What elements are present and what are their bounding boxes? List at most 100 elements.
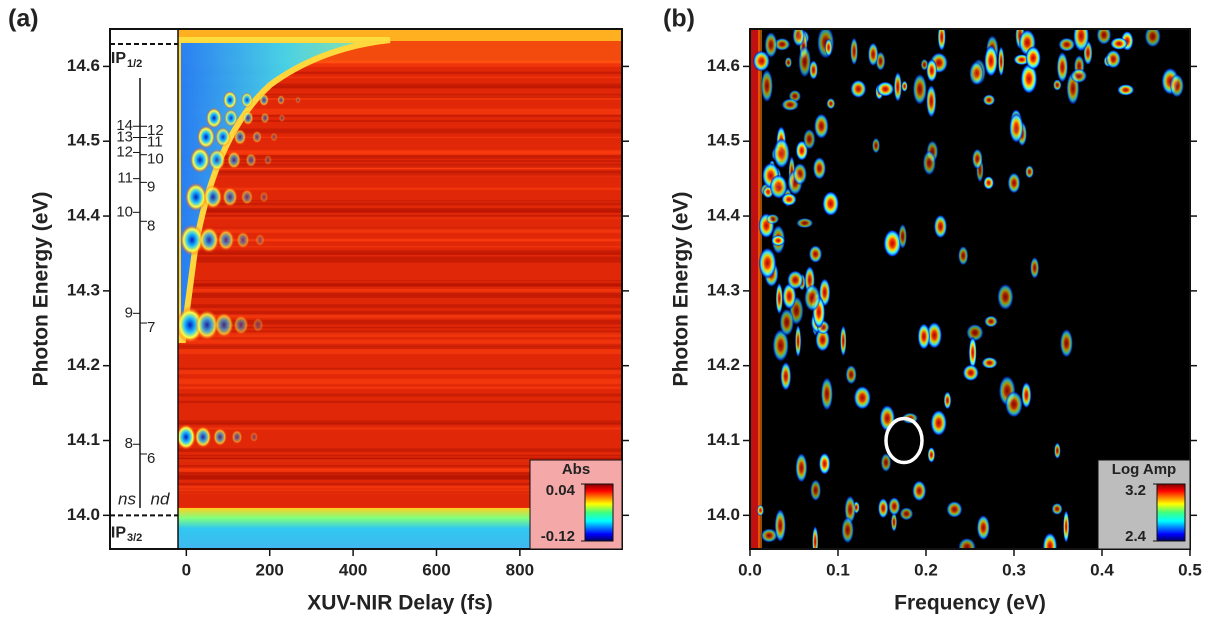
texture: [758, 247, 777, 279]
texture: [976, 514, 990, 541]
y-tick-label: 14.5: [67, 131, 100, 150]
texture: [981, 357, 998, 369]
texture: [1105, 49, 1121, 69]
texture: [178, 420, 622, 425]
x-axis-label: Frequency (eV): [894, 592, 1046, 615]
texture: [1117, 84, 1135, 96]
texture: [178, 507, 622, 509]
texture: [178, 350, 622, 355]
texture: [771, 235, 786, 246]
level-label: 9: [147, 178, 155, 195]
texture: [178, 250, 622, 254]
texture: [178, 108, 622, 111]
texture: [933, 214, 948, 239]
texture: [899, 507, 914, 521]
texture: [898, 223, 907, 250]
texture: [264, 154, 272, 166]
x-tick-label: 800: [506, 560, 534, 579]
texture: [890, 512, 898, 532]
texture: [784, 56, 792, 69]
texture: [795, 324, 802, 358]
texture: [983, 176, 994, 190]
texture: [901, 80, 908, 92]
texture: [178, 71, 622, 74]
texture: [178, 386, 622, 390]
texture: [178, 93, 622, 98]
texture: [180, 224, 204, 256]
texture: [1005, 390, 1023, 418]
texture: [795, 452, 808, 483]
texture: [760, 528, 778, 543]
texture: [1056, 51, 1069, 83]
texture: [178, 332, 622, 338]
colorbar: [1156, 483, 1186, 542]
x-tick-label: 0.1: [826, 560, 850, 579]
texture: [972, 148, 983, 170]
x-tick-label: 0.3: [1002, 560, 1026, 579]
y-tick-label: 14.4: [67, 206, 101, 225]
texture: [1096, 29, 1112, 45]
texture: [1007, 172, 1021, 194]
texture: [252, 317, 264, 333]
texture: [178, 200, 622, 206]
texture: [962, 364, 979, 382]
colorbar: [584, 483, 614, 542]
texture: [178, 216, 622, 220]
texture: [178, 76, 622, 79]
colorbar-tick-label: -0.12: [541, 528, 575, 545]
texture: [926, 58, 938, 83]
colorbar-tick-label: 3.2: [1125, 482, 1146, 499]
texture: [223, 90, 237, 110]
y-tick-label: 14.0: [67, 505, 100, 524]
texture: [178, 166, 622, 170]
texture: [178, 261, 622, 263]
texture: [178, 109, 622, 115]
texture: [178, 400, 622, 404]
texture: [813, 113, 829, 139]
texture: [840, 325, 847, 357]
texture: [810, 479, 822, 502]
panel-label: (b): [663, 5, 695, 33]
texture: [1144, 29, 1161, 48]
texture: [1059, 328, 1074, 358]
texture: [178, 485, 622, 489]
texture: [815, 327, 830, 352]
heatmap-a: [178, 29, 622, 549]
texture: [1070, 68, 1088, 84]
texture: [270, 132, 278, 142]
texture: [812, 525, 819, 549]
texture: [250, 431, 258, 443]
texture: [772, 328, 789, 362]
texture: [879, 404, 896, 432]
texture: [178, 465, 622, 467]
texture: [930, 409, 947, 436]
texture: [178, 319, 622, 325]
texture: [178, 252, 622, 255]
texture: [798, 45, 812, 78]
texture: [215, 127, 231, 147]
texture: [178, 238, 622, 242]
texture: [178, 292, 622, 296]
texture: [178, 120, 622, 122]
colorbar-title: Abs: [562, 461, 590, 478]
texture: [178, 423, 622, 425]
texture: [252, 130, 262, 144]
texture: [774, 38, 791, 51]
level-label: 6: [147, 450, 155, 467]
texture: [233, 314, 249, 336]
texture: [1169, 73, 1184, 98]
level-label: 8: [147, 217, 155, 234]
series-name: ns: [118, 489, 136, 508]
texture: [752, 50, 770, 72]
texture: [178, 128, 622, 134]
texture: [1042, 532, 1058, 549]
texture: [259, 93, 269, 107]
x-tick-label: 600: [422, 560, 450, 579]
texture: [867, 42, 879, 67]
frame-b: [749, 28, 1191, 550]
texture: [190, 147, 210, 173]
texture: [781, 98, 799, 111]
texture: [958, 245, 969, 266]
texture: [997, 283, 1014, 311]
